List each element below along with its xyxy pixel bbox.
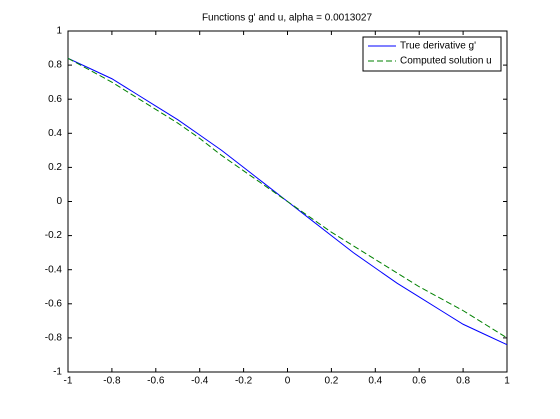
y-tick-label: 0: [56, 196, 62, 207]
x-tick-label: -0.8: [103, 376, 121, 387]
y-tick-label: 0.4: [48, 128, 62, 139]
x-tick-label: 0.6: [412, 376, 426, 387]
y-tick-label: 0.2: [48, 162, 62, 173]
x-tick-label: 1: [504, 376, 510, 387]
y-tick-label: -0.4: [45, 264, 63, 275]
x-tick-label: 0.8: [456, 376, 470, 387]
y-tick-label: 0.8: [48, 60, 62, 71]
x-tick-label: 0: [285, 376, 291, 387]
y-tick-label: -0.8: [45, 333, 63, 344]
x-tick-label: -0.2: [235, 376, 253, 387]
x-tick-label: -1: [64, 376, 73, 387]
x-tick-label: -0.6: [147, 376, 165, 387]
y-tick-label: 1: [56, 26, 62, 37]
y-tick-label: -0.6: [45, 298, 63, 309]
legend-label: True derivative g': [400, 41, 476, 52]
legend-label: Computed solution u: [400, 56, 492, 67]
x-tick-label: 0.2: [324, 376, 338, 387]
y-tick-label: 0.6: [48, 94, 62, 105]
y-tick-label: -1: [53, 367, 62, 378]
x-tick-label: 0.4: [368, 376, 382, 387]
x-tick-label: -0.4: [191, 376, 209, 387]
chart-title: Functions g' and u, alpha = 0.0013027: [202, 13, 373, 24]
y-tick-label: -0.2: [45, 230, 63, 241]
legend-box: [362, 36, 502, 72]
series-line: [67, 57, 508, 339]
